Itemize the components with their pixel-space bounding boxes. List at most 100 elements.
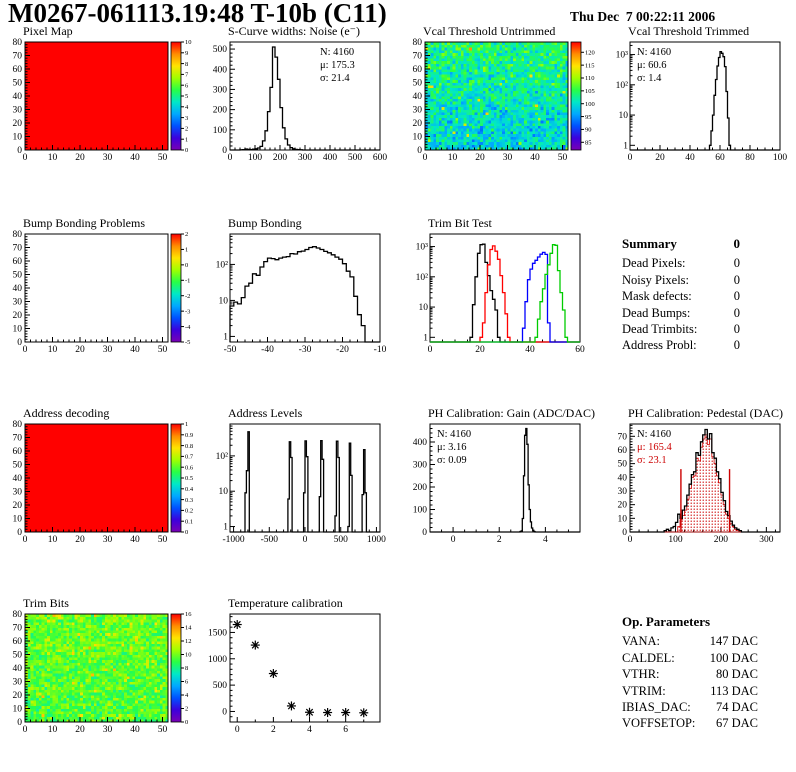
row-value: 113 DAC [710, 683, 758, 698]
svg-text:80: 80 [13, 230, 23, 240]
svg-text:8: 8 [185, 61, 188, 68]
text-panel-row: VTRIM: 113 DAC [622, 683, 758, 699]
svg-text:20: 20 [413, 119, 423, 129]
svg-text:60: 60 [13, 447, 23, 457]
stats-line: N: 4160 [320, 47, 354, 58]
panel-vcal-untrimmed: Vcal Threshold Untrimmed 0 10 20 30 40 50 0 10 20… [400, 24, 599, 169]
svg-text:0: 0 [23, 345, 28, 355]
svg-text:20: 20 [13, 501, 23, 511]
vcal-trimmed-chart: Vcal Threshold Trimmed 0 20 40 60 80 100 1 10 10²… [616, 24, 788, 163]
svg-text:-40: -40 [261, 345, 274, 355]
axes-ticks [424, 41, 569, 151]
svg-text:40: 40 [130, 535, 140, 545]
row-label: CALDEL: [622, 650, 675, 665]
svg-text:0: 0 [228, 153, 233, 163]
axes-ticks [24, 613, 169, 723]
svg-text:50: 50 [413, 79, 423, 89]
svg-text:0: 0 [303, 535, 308, 545]
svg-text:10: 10 [448, 153, 458, 163]
stats-line: σ: 21.4 [320, 73, 350, 84]
axes-ticks [230, 616, 365, 723]
scurve-noise-chart: S-Curve widths: Noise (e⁻) 0 100 200 300 400 5… [213, 24, 388, 163]
axes-ticks [229, 235, 381, 342]
svg-text:80: 80 [413, 38, 423, 48]
svg-text:10: 10 [13, 133, 23, 143]
svg-text:10: 10 [219, 487, 229, 497]
svg-text:0: 0 [422, 528, 427, 538]
svg-text:4: 4 [185, 104, 189, 111]
histogram-path [430, 244, 580, 343]
svg-text:0: 0 [17, 528, 22, 538]
svg-text:300: 300 [213, 85, 228, 95]
row-value: 0 [733, 322, 740, 337]
text-panel-row: Dead Bumps: 0 [622, 305, 740, 321]
histogram-path [229, 246, 380, 343]
svg-text:0: 0 [428, 345, 433, 355]
svg-text:50: 50 [158, 535, 168, 545]
svg-text:30: 30 [13, 106, 23, 116]
text-panel-row: Mask defects: 0 [622, 288, 740, 304]
svg-text:500: 500 [213, 45, 228, 55]
svg-text:115: 115 [585, 62, 595, 69]
panel-temp-calibration: Temperature calibration 0 2 4 6 0 500 1000 1500 [200, 596, 399, 741]
svg-text:100: 100 [413, 506, 428, 516]
histogram-path [430, 427, 580, 533]
svg-text:0: 0 [423, 153, 428, 163]
svg-text:0.6: 0.6 [185, 464, 194, 471]
stats-line: μ: 60.6 [637, 60, 667, 71]
svg-text:0.2: 0.2 [185, 508, 193, 515]
svg-text:60: 60 [13, 65, 23, 75]
row-value: 0 [733, 272, 740, 287]
text-panel-title: Summary [622, 236, 677, 251]
text-panel-row: IBIAS_DAC: 74 DAC [622, 699, 758, 715]
svg-text:-1: -1 [185, 277, 190, 284]
svg-text:80: 80 [13, 38, 23, 48]
svg-text:30: 30 [13, 298, 23, 308]
svg-text:1: 1 [623, 141, 628, 151]
svg-text:1: 1 [423, 333, 428, 343]
heatmap-cells [25, 42, 168, 150]
row-label: Dead Bumps: [622, 305, 691, 320]
svg-text:0: 0 [17, 338, 22, 348]
plot-title: Vcal Threshold Untrimmed [423, 24, 555, 38]
colorbar-labels: -5 -4 -3 -2 -1 0 1 2 [181, 231, 191, 346]
svg-text:200: 200 [273, 153, 288, 163]
plot-frame [629, 41, 781, 151]
row-label: Dead Pixels: [622, 256, 686, 271]
svg-text:200: 200 [213, 106, 228, 116]
svg-text:200: 200 [413, 483, 428, 493]
stats-line: N: 4160 [637, 429, 671, 440]
svg-text:40: 40 [13, 474, 23, 484]
panel-ph-gain: PH Calibration: Gain (ADC/DAC) 0 2 4 0 100 200… [400, 406, 599, 551]
colorbar-labels: 85 90 95 100 105 110 115 120 [581, 49, 595, 146]
row-value: 0 [733, 256, 740, 271]
text-panel-row: VANA: 147 DAC [622, 633, 758, 649]
heatmap-cells [25, 614, 169, 723]
svg-text:0: 0 [622, 528, 627, 538]
colorbar [170, 613, 182, 723]
svg-text:40: 40 [13, 92, 23, 102]
svg-text:0.1: 0.1 [185, 518, 193, 525]
svg-text:30: 30 [103, 535, 113, 545]
plot-title: Bump Bonding [228, 216, 302, 230]
heatmap-cells [425, 42, 569, 151]
panel-trim-bits: Trim Bits 0 10 20 30 40 50 0 10 20 30 40 50 60 70 80 0 2 4… [0, 596, 199, 741]
text-panel-header: Summary 0 [622, 236, 740, 252]
panel-scurve-noise: S-Curve widths: Noise (e⁻) 0 100 200 300 400 5… [200, 24, 399, 169]
axis-labels: 0 100 200 300 0 10 20 30 40 50 60 70 [618, 432, 774, 545]
svg-text:50: 50 [618, 460, 628, 470]
svg-text:10²: 10² [216, 452, 229, 462]
svg-text:0: 0 [23, 153, 28, 163]
svg-text:50: 50 [13, 461, 23, 471]
svg-text:80: 80 [13, 420, 23, 430]
svg-text:60: 60 [575, 345, 585, 355]
svg-text:10: 10 [48, 153, 58, 163]
stats-line: N: 4160 [637, 47, 671, 58]
row-label: IBIAS_DAC: [622, 700, 691, 715]
stats-box: N: 4160 μ: 3.16 σ: 0.09 [437, 429, 471, 466]
svg-text:1000: 1000 [367, 535, 386, 545]
stats-box: N: 4160 μ: 175.3 σ: 21.4 [320, 47, 355, 84]
